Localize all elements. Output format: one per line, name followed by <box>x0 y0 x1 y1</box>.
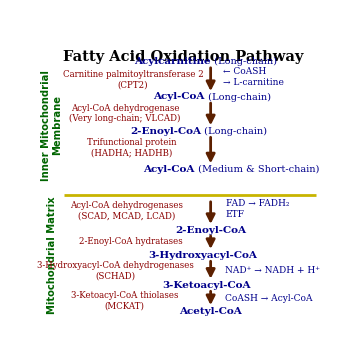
Text: (Medium & Short-chain): (Medium & Short-chain) <box>195 165 319 174</box>
Text: (Long-chain): (Long-chain) <box>211 57 277 66</box>
Text: 2-Enoyl-CoA: 2-Enoyl-CoA <box>130 127 201 136</box>
Text: 3-Hydroxyacyl-CoA dehydrogenases
(SCHAD): 3-Hydroxyacyl-CoA dehydrogenases (SCHAD) <box>37 261 193 280</box>
Text: 3-Hydroxyacyl-CoA: 3-Hydroxyacyl-CoA <box>149 251 258 260</box>
Text: Inner Mitochondrial
Membrane: Inner Mitochondrial Membrane <box>41 70 62 181</box>
Text: 3-Ketoacyl-CoA: 3-Ketoacyl-CoA <box>162 280 251 290</box>
Text: Carnitine palmitoyltransferase 2
(CPT2): Carnitine palmitoyltransferase 2 (CPT2) <box>63 70 203 90</box>
Text: Acyl-CoA dehydrogenase
(Very long-chain; VLCAD): Acyl-CoA dehydrogenase (Very long-chain;… <box>69 104 181 123</box>
Text: Acyl-CoA dehydrogenases
(SCAD, MCAD, LCAD): Acyl-CoA dehydrogenases (SCAD, MCAD, LCA… <box>70 201 183 220</box>
Text: Mitochondrial Matrix: Mitochondrial Matrix <box>46 197 56 314</box>
Text: (Long-chain): (Long-chain) <box>205 92 271 101</box>
Text: (Long-chain): (Long-chain) <box>201 127 267 136</box>
Text: Acylcarnitine: Acylcarnitine <box>134 57 211 66</box>
Text: Acetyl-CoA: Acetyl-CoA <box>179 307 242 316</box>
Text: Acyl-CoA: Acyl-CoA <box>153 92 205 101</box>
Text: ← CoASH: ← CoASH <box>223 68 266 77</box>
Text: ETF: ETF <box>226 210 245 219</box>
Text: Trifunctional protein
(HADHA; HADHB): Trifunctional protein (HADHA; HADHB) <box>87 138 176 157</box>
Text: 2-Enoyl-CoA: 2-Enoyl-CoA <box>175 226 246 235</box>
Text: NAD⁺ → NADH + H⁺: NAD⁺ → NADH + H⁺ <box>225 266 320 275</box>
Text: Acyl-CoA: Acyl-CoA <box>143 165 195 174</box>
Text: CoASH → Acyl-CoA: CoASH → Acyl-CoA <box>225 294 312 303</box>
Text: Fatty Acid Oxidation Pathway: Fatty Acid Oxidation Pathway <box>63 50 303 64</box>
Text: → L-carnitine: → L-carnitine <box>223 78 284 87</box>
Text: 3-Ketoacyl-CoA thiolases
(MCKAT): 3-Ketoacyl-CoA thiolases (MCKAT) <box>71 291 178 311</box>
Text: FAD → FADH₂: FAD → FADH₂ <box>226 200 289 209</box>
Text: 2-Enoyl-CoA hydratases: 2-Enoyl-CoA hydratases <box>79 237 182 246</box>
